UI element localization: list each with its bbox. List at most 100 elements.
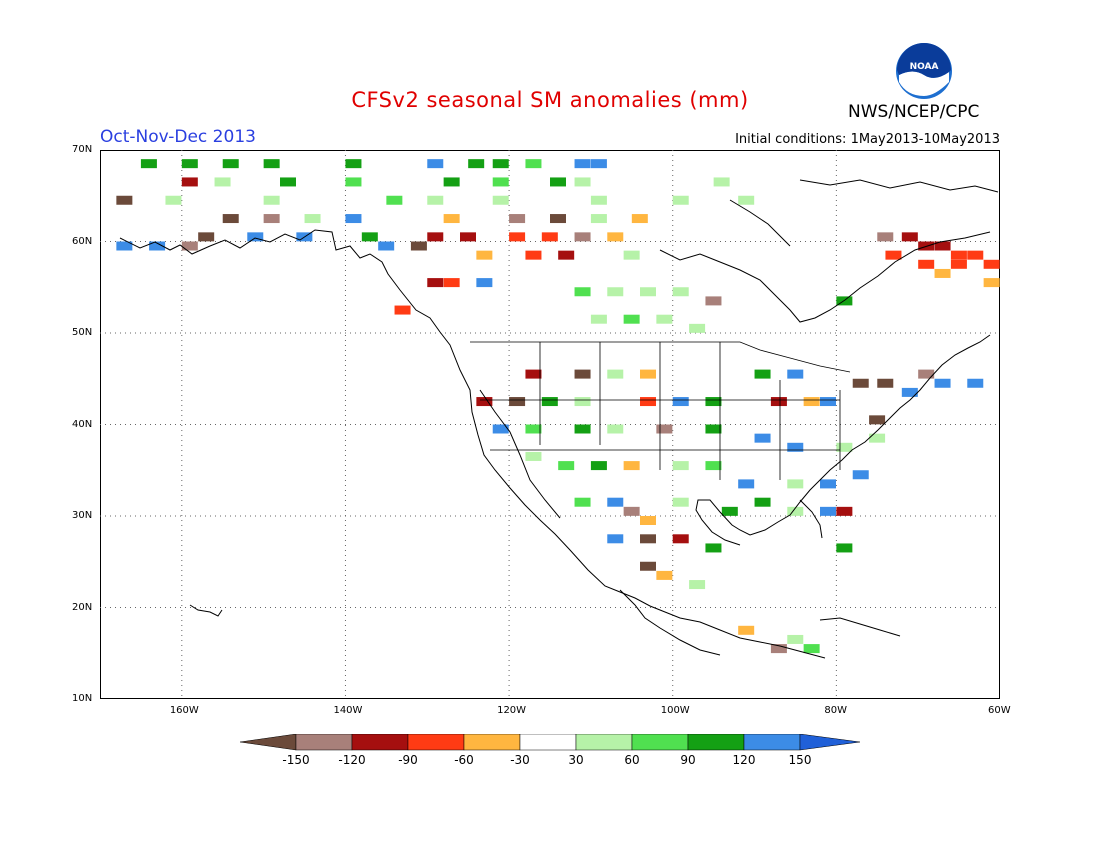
anomaly-cell — [590, 214, 607, 224]
noaa-logo: NOAA — [896, 43, 952, 99]
lat-tick-label: 50N — [72, 327, 93, 338]
anomaly-cell — [574, 369, 591, 379]
anomaly-cell — [967, 378, 984, 388]
anomaly-cell — [410, 241, 427, 251]
anomaly-cell — [590, 159, 607, 169]
anomaly-cell — [787, 369, 804, 379]
lat-tick-label: 20N — [72, 601, 93, 613]
anomaly-cell — [754, 433, 771, 443]
anomaly-cell — [525, 159, 542, 169]
anomaly-cell — [689, 323, 706, 333]
anomaly-cell — [967, 250, 984, 260]
anomaly-cell — [116, 195, 133, 205]
anomaly-cell — [656, 314, 673, 324]
colorbar-cell — [295, 734, 353, 751]
anomaly-cell — [345, 177, 362, 187]
anomaly-cell — [787, 634, 804, 644]
anomaly-cell — [705, 397, 722, 407]
colorbar-cell — [519, 734, 577, 751]
colorbar-cell — [351, 734, 409, 751]
anomaly-cell — [934, 241, 951, 251]
anomaly-cell — [721, 506, 738, 516]
anomaly-cell — [181, 177, 198, 187]
colorbar-label: -150 — [282, 753, 309, 767]
anomaly-cell — [918, 369, 935, 379]
anomaly-cell — [640, 287, 656, 297]
anomaly-cell — [623, 506, 640, 516]
anomaly-cell — [836, 506, 853, 516]
anomaly-cell — [607, 534, 624, 544]
anomaly-cell — [877, 378, 894, 388]
anomaly-cell — [607, 232, 624, 242]
anomaly-cell — [345, 214, 362, 224]
anomaly-cell — [509, 232, 526, 242]
lat-tick-label: 40N — [72, 418, 93, 430]
anomaly-cell — [198, 232, 215, 242]
anomaly-cell — [443, 214, 460, 224]
anomaly-cell — [672, 397, 689, 407]
anomaly-cell — [640, 397, 656, 407]
lon-tick-label: 160W — [169, 705, 199, 716]
anomaly-cell — [607, 424, 624, 434]
anomaly-cell — [820, 397, 836, 407]
anomaly-cell — [983, 259, 1000, 269]
anomaly-cell — [574, 287, 591, 297]
anomaly-cell — [877, 232, 894, 242]
anomaly-cell — [656, 570, 673, 580]
anomaly-cell — [525, 424, 542, 434]
anomaly-cell — [836, 442, 853, 452]
anomaly-cell — [640, 534, 656, 544]
lat-tick-label: 70N — [72, 144, 93, 155]
anomaly-cell — [443, 278, 460, 288]
anomaly-cell — [378, 241, 395, 251]
anomaly-cell — [656, 424, 673, 434]
anomaly-cell — [754, 497, 771, 507]
colorbar-label: 120 — [733, 753, 756, 767]
lon-tick-label: 60W — [988, 705, 1011, 716]
colorbar-cell — [687, 734, 745, 751]
anomaly-cell — [705, 543, 722, 553]
anomaly-cell — [181, 159, 198, 169]
lon-tick-label: 100W — [660, 705, 690, 716]
anomaly-cell — [852, 470, 869, 480]
anomaly-cell — [623, 250, 640, 260]
anomaly-cell — [770, 397, 787, 407]
anomaly-cell — [590, 461, 607, 471]
map-plot — [100, 150, 1000, 699]
anomaly-cell — [836, 543, 853, 553]
lon-tick-label: 120W — [497, 705, 527, 716]
colorbar-cell — [743, 734, 801, 751]
colorbar-label: 90 — [680, 753, 695, 767]
anomaly-cell — [672, 287, 689, 297]
anomaly-cell — [492, 177, 509, 187]
anomaly-cell — [222, 159, 239, 169]
anomaly-cells — [116, 159, 1000, 654]
colorbar: -150 -120 -90 -60 -30 30 60 90 120 150 — [240, 734, 861, 767]
anomaly-cell — [247, 232, 264, 242]
anomaly-cell — [672, 195, 689, 205]
anomaly-cell — [443, 177, 460, 187]
colorbar-label: 60 — [624, 753, 639, 767]
anomaly-cell — [263, 159, 280, 169]
colorbar-label: 30 — [568, 753, 583, 767]
anomaly-cell — [492, 424, 509, 434]
chart-title: CFSv2 seasonal SM anomalies (mm) — [351, 88, 749, 112]
anomaly-cell — [631, 214, 648, 224]
anomaly-cell — [820, 506, 836, 516]
colorbar-cell — [575, 734, 633, 751]
anomaly-cell — [672, 497, 689, 507]
anomaly-cell — [950, 250, 967, 260]
anomaly-cell — [787, 506, 804, 516]
anomaly-cell — [869, 433, 886, 443]
anomaly-cell — [640, 369, 656, 379]
initial-conditions-label: Initial conditions: 1May2013-10May2013 — [735, 132, 1000, 147]
colorbar-cell — [407, 734, 465, 751]
colorbar-label: -30 — [510, 753, 530, 767]
lat-tick-label: 30N — [72, 510, 93, 521]
anomaly-cell — [427, 159, 444, 169]
anomaly-cell — [492, 159, 509, 169]
agency-label: NWS/NCEP/CPC — [848, 102, 980, 122]
anomaly-cell — [541, 397, 558, 407]
anomaly-cell — [509, 214, 526, 224]
anomaly-cell — [574, 497, 591, 507]
